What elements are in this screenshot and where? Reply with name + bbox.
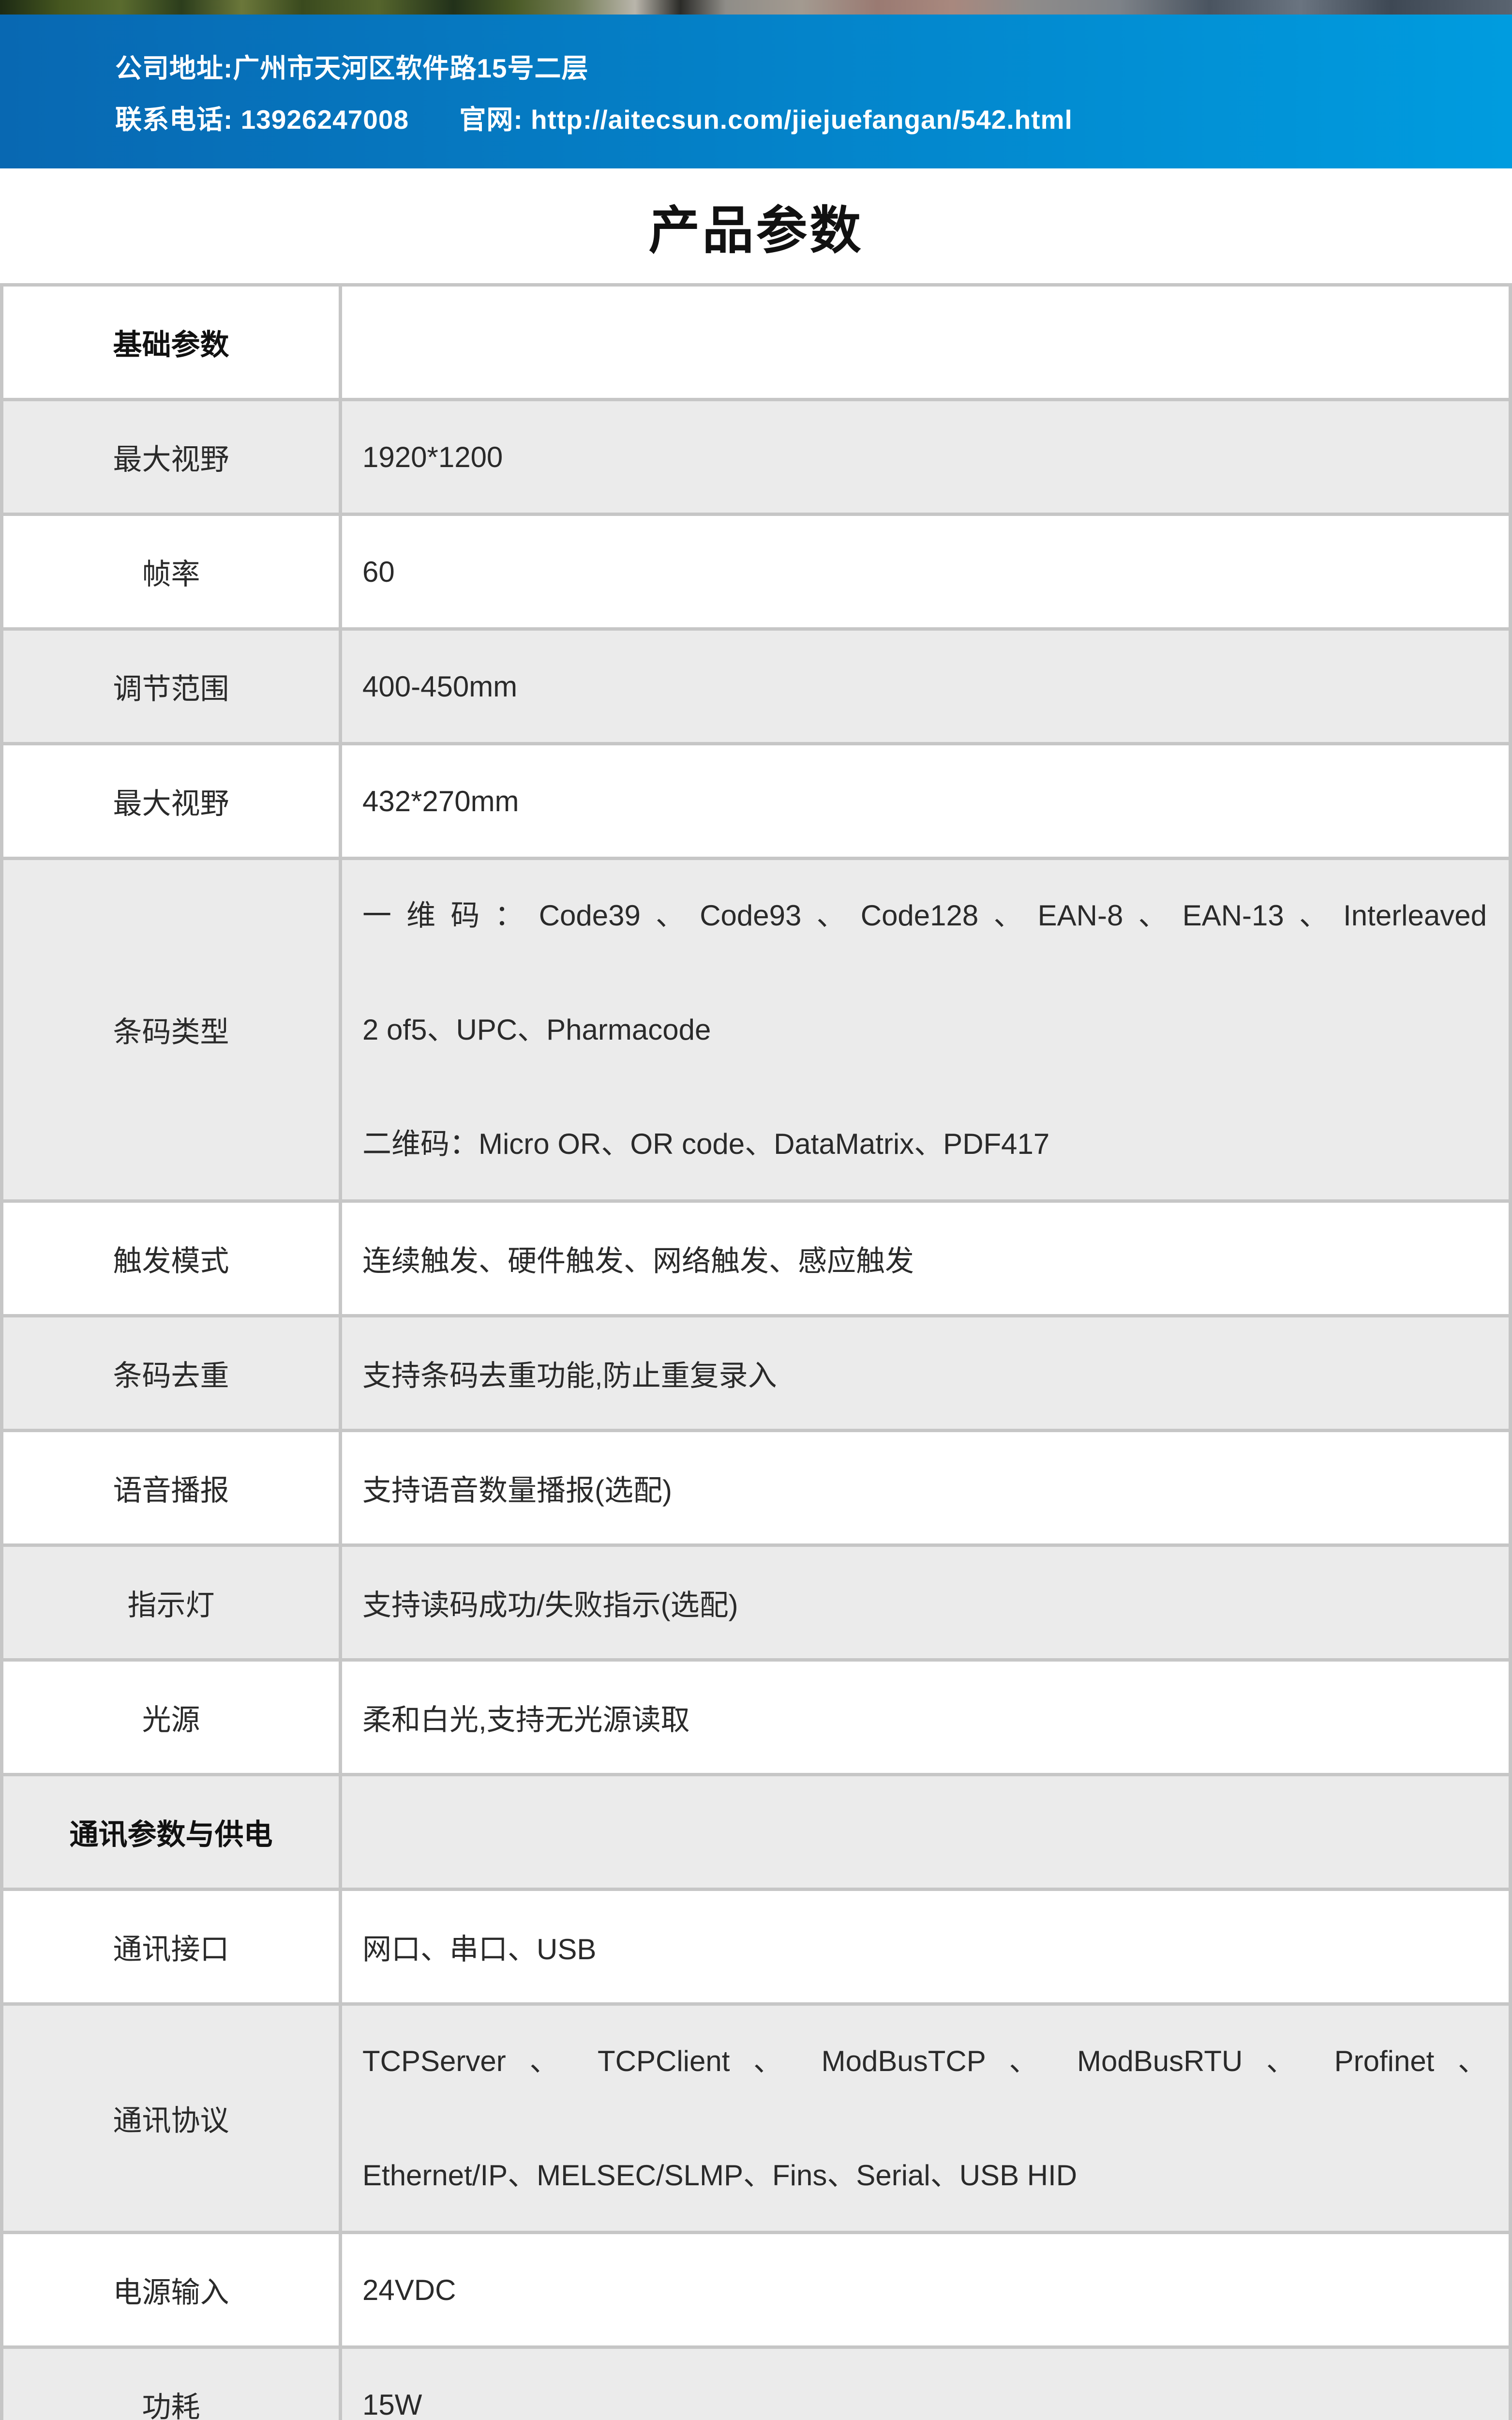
table-row: 通讯接口 网口、串口、USB bbox=[3, 1891, 1509, 2006]
page-title: 产品参数 bbox=[648, 202, 864, 259]
row-value bbox=[342, 1776, 1509, 1888]
row-value: 网口、串口、USB bbox=[362, 1933, 597, 1966]
row-value: 一维码：Code39、Code93、Code128、EAN-8、EAN-13、I… bbox=[342, 860, 1509, 1199]
row-label: 最大视野 bbox=[3, 401, 342, 513]
table-row: 最大视野 432*270mm bbox=[3, 745, 1509, 860]
table-row: 最大视野 1920*1200 bbox=[3, 401, 1509, 516]
row-label: 指示灯 bbox=[3, 1547, 342, 1658]
table-row: 光源 柔和白光,支持无光源读取 bbox=[3, 1662, 1509, 1776]
table-row: 通讯协议 TCPServer 、 TCPClient 、 ModBusTCP 、… bbox=[3, 2006, 1509, 2234]
value-line: 一维码：Code39、Code93、Code128、EAN-8、EAN-13、I… bbox=[362, 899, 1487, 932]
row-label: 条码类型 bbox=[3, 860, 342, 1199]
table-row: 调节范围 400-450mm bbox=[3, 631, 1509, 745]
row-value: 400-450mm bbox=[362, 670, 518, 703]
row-label: 电源输入 bbox=[3, 2234, 342, 2345]
contact-banner: 公司地址:广州市天河区软件路15号二层 联系电话: 13926247008 官网… bbox=[0, 15, 1512, 168]
row-value: 24VDC bbox=[362, 2273, 456, 2306]
row-label: 通讯参数与供电 bbox=[3, 1776, 342, 1888]
row-value: 1920*1200 bbox=[362, 440, 503, 473]
value-line: 二维码：Micro OR、OR code、DataMatrix、PDF417 bbox=[362, 1127, 1050, 1160]
value-line: 2 of5、UPC、Pharmacode bbox=[362, 1013, 711, 1046]
website-url: 官网: http://aitecsun.com/jiejuefangan/542… bbox=[459, 105, 1073, 135]
row-value: 柔和白光,支持无光源读取 bbox=[362, 1703, 690, 1736]
contact-line: 联系电话: 13926247008 官网: http://aitecsun.co… bbox=[115, 106, 1512, 134]
spec-table: 基础参数 最大视野 1920*1200 帧率 60 调节范围 400-450mm… bbox=[0, 283, 1512, 2420]
row-label: 功耗 bbox=[3, 2349, 342, 2420]
row-value: 60 bbox=[362, 555, 395, 588]
table-row: 条码类型 一维码：Code39、Code93、Code128、EAN-8、EAN… bbox=[3, 860, 1509, 1203]
value-line: Ethernet/IP、MELSEC/SLMP、Fins、Serial、USB … bbox=[362, 2159, 1078, 2192]
row-label: 调节范围 bbox=[3, 631, 342, 742]
row-value: TCPServer 、 TCPClient 、 ModBusTCP 、 ModB… bbox=[342, 2006, 1509, 2231]
value-line: TCPServer 、 TCPClient 、 ModBusTCP 、 ModB… bbox=[362, 2044, 1487, 2077]
table-row: 条码去重 支持条码去重功能,防止重复录入 bbox=[3, 1317, 1509, 1432]
row-label: 通讯接口 bbox=[3, 1891, 342, 2002]
row-label: 条码去重 bbox=[3, 1317, 342, 1429]
row-value bbox=[342, 287, 1509, 398]
table-row: 通讯参数与供电 bbox=[3, 1776, 1509, 1891]
row-label: 触发模式 bbox=[3, 1203, 342, 1314]
table-row: 帧率 60 bbox=[3, 516, 1509, 631]
row-label: 语音播报 bbox=[3, 1432, 342, 1543]
table-row: 语音播报 支持语音数量播报(选配) bbox=[3, 1432, 1509, 1547]
row-value: 432*270mm bbox=[362, 785, 519, 817]
row-label: 最大视野 bbox=[3, 745, 342, 857]
row-value: 连续触发、硬件触发、网络触发、感应触发 bbox=[362, 1244, 914, 1277]
table-row: 电源输入 24VDC bbox=[3, 2234, 1509, 2349]
row-value: 支持语音数量播报(选配) bbox=[362, 1474, 672, 1507]
table-row: 触发模式 连续触发、硬件触发、网络触发、感应触发 bbox=[3, 1203, 1509, 1317]
row-label: 基础参数 bbox=[3, 287, 342, 398]
header-photo-strip bbox=[0, 0, 1512, 15]
row-value: 支持读码成功/失败指示(选配) bbox=[362, 1588, 738, 1621]
phone-number: 联系电话: 13926247008 bbox=[115, 105, 409, 135]
company-address: 公司地址:广州市天河区软件路15号二层 bbox=[115, 53, 589, 84]
row-value: 15W bbox=[362, 2388, 422, 2420]
table-row: 指示灯 支持读码成功/失败指示(选配) bbox=[3, 1547, 1509, 1662]
table-row: 功耗 15W bbox=[3, 2349, 1509, 2420]
row-value: 支持条码去重功能,防止重复录入 bbox=[362, 1359, 777, 1392]
row-label: 帧率 bbox=[3, 516, 342, 627]
table-row: 基础参数 bbox=[3, 287, 1509, 401]
row-label: 光源 bbox=[3, 1662, 342, 1773]
row-label: 通讯协议 bbox=[3, 2006, 342, 2231]
